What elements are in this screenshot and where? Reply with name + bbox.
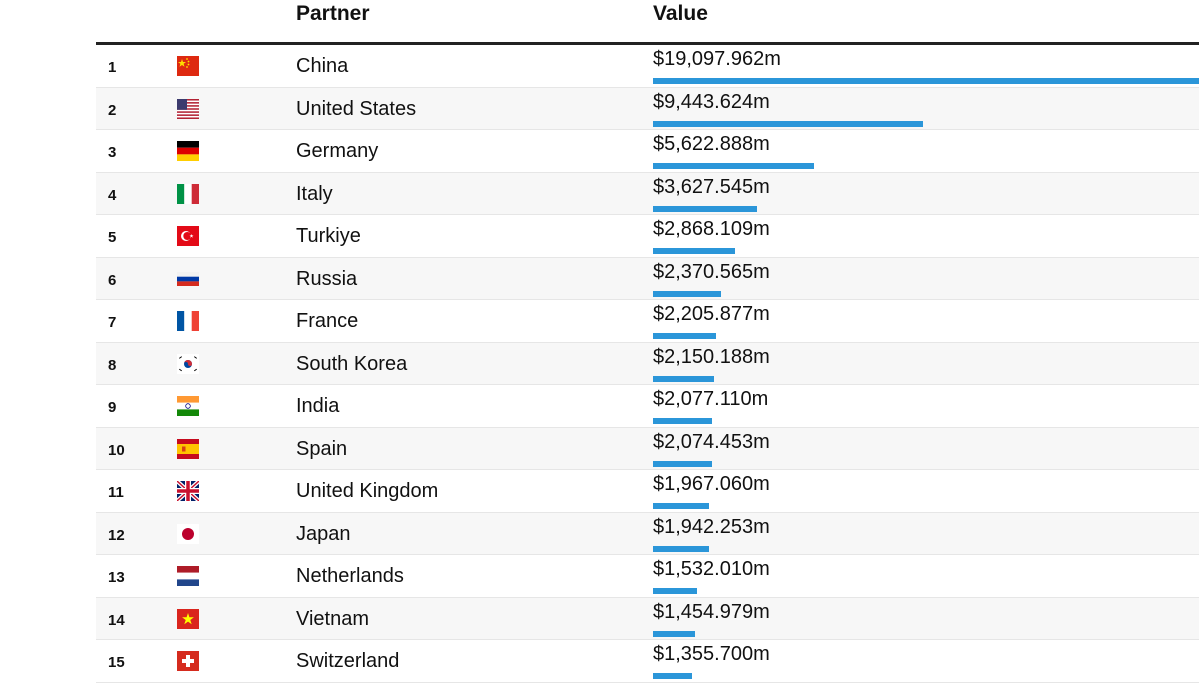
value-bar bbox=[653, 460, 712, 467]
table-row: 8 South Korea $2,150.188m bbox=[96, 342, 1199, 385]
value-label: $1,355.700m bbox=[653, 643, 770, 665]
partner-name: United Kingdom bbox=[296, 480, 439, 502]
netherlands-flag-icon bbox=[177, 566, 199, 586]
value-bar bbox=[653, 120, 923, 127]
table-row: 14 Vietnam $1,454.979m bbox=[96, 597, 1199, 640]
table-row: 15 Switzerland $1,355.700m bbox=[96, 640, 1199, 683]
table-row: 3 Germany $5,622.888m bbox=[96, 130, 1199, 173]
value-label: $2,077.110m bbox=[653, 388, 769, 410]
value-column-header: Value bbox=[653, 2, 708, 25]
table-header: Partner Value bbox=[96, 0, 1199, 45]
vietnam-flag-icon bbox=[177, 608, 199, 629]
rank-label: 11 bbox=[108, 484, 124, 501]
spain-flag-icon bbox=[177, 438, 199, 459]
switzerland-flag-icon bbox=[177, 651, 199, 671]
south-korea-flag-icon bbox=[177, 353, 199, 374]
table-row: 12 Japan $1,942.253m bbox=[96, 512, 1199, 555]
partner-name: India bbox=[296, 395, 340, 417]
japan-flag-icon bbox=[177, 523, 199, 544]
value-label: $2,205.877m bbox=[653, 303, 770, 325]
partner-name: Russia bbox=[296, 267, 358, 290]
value-bar bbox=[653, 333, 716, 339]
rank-label: 5 bbox=[108, 229, 117, 246]
value-label: $1,942.253m bbox=[653, 515, 770, 538]
value-label: $2,074.453m bbox=[653, 430, 770, 453]
value-bar bbox=[653, 375, 714, 382]
partner-name: Turkiye bbox=[296, 225, 361, 247]
turkiye-flag-icon bbox=[177, 226, 199, 246]
india-flag-icon bbox=[177, 396, 199, 416]
table-row: 9 India $2,077.110m bbox=[96, 385, 1199, 428]
united-states-flag-icon bbox=[177, 98, 199, 119]
table-row: 7 France $2,205.877m bbox=[96, 300, 1199, 343]
partner-name: Spain bbox=[296, 437, 348, 460]
russia-flag-icon bbox=[177, 269, 199, 289]
table-row: 6 Russia $2,370.565m bbox=[96, 257, 1199, 300]
value-label: $2,868.109m bbox=[653, 218, 770, 240]
rank-label: 15 bbox=[108, 654, 125, 671]
germany-flag-icon bbox=[177, 141, 199, 161]
trade-partners-table: Partner Value 1 China $19,097.962m 2 United … bbox=[96, 0, 1199, 683]
value-bar bbox=[653, 545, 709, 552]
table-row: 13 Netherlands $1,532.010m bbox=[96, 555, 1199, 598]
rank-label: 3 bbox=[108, 144, 117, 161]
table-body: 1 China $19,097.962m 2 United States $9,443.6… bbox=[96, 45, 1199, 683]
rank-label: 9 bbox=[108, 399, 117, 416]
partner-name: China bbox=[296, 55, 349, 77]
partner-name: France bbox=[296, 310, 359, 332]
table-row: 2 United States $9,443.624m bbox=[96, 87, 1199, 130]
partner-name: Netherlands bbox=[296, 565, 404, 587]
value-label: $2,150.188m bbox=[653, 345, 770, 368]
rank-label: 4 bbox=[108, 186, 117, 204]
table-row: 5 Turkiye $2,868.109m bbox=[96, 215, 1199, 258]
rank-label: 10 bbox=[108, 441, 125, 459]
value-label: $2,370.565m bbox=[653, 260, 770, 283]
italy-flag-icon bbox=[177, 183, 199, 204]
partner-name: Italy bbox=[296, 182, 333, 205]
value-label: $1,967.060m bbox=[653, 473, 770, 495]
rank-label: 7 bbox=[108, 314, 117, 331]
value-label: $1,454.979m bbox=[653, 600, 770, 623]
partner-name: Switzerland bbox=[296, 650, 400, 672]
table-row: 11 United Kingdom $1,967.060m bbox=[96, 470, 1199, 513]
rank-label: 1 bbox=[108, 59, 117, 76]
rank-label: 12 bbox=[108, 526, 125, 544]
partner-name: Japan bbox=[296, 522, 351, 545]
value-bar bbox=[653, 248, 735, 254]
value-label: $3,627.545m bbox=[653, 175, 770, 198]
value-bar bbox=[653, 630, 695, 637]
rank-label: 8 bbox=[108, 356, 117, 374]
partner-name: Vietnam bbox=[296, 607, 370, 630]
rank-label: 13 bbox=[108, 569, 125, 586]
partner-column-header: Partner bbox=[296, 2, 370, 25]
value-label: $5,622.888m bbox=[653, 133, 770, 155]
value-bar bbox=[653, 205, 757, 212]
china-flag-icon bbox=[177, 56, 199, 76]
rank-label: 2 bbox=[108, 101, 117, 119]
table-row: 10 Spain $2,074.453m bbox=[96, 427, 1199, 470]
value-bar bbox=[653, 163, 814, 169]
value-bar bbox=[653, 588, 697, 594]
united-kingdom-flag-icon bbox=[177, 481, 199, 501]
partner-name: Germany bbox=[296, 140, 379, 162]
partner-name: United States bbox=[296, 97, 417, 120]
value-bar bbox=[653, 418, 712, 424]
value-bar bbox=[653, 503, 709, 509]
table-row: 4 Italy $3,627.545m bbox=[96, 172, 1199, 215]
france-flag-icon bbox=[177, 311, 199, 331]
value-label: $1,532.010m bbox=[653, 558, 770, 580]
value-label: $9,443.624m bbox=[653, 90, 770, 113]
value-bar bbox=[653, 78, 1199, 84]
partner-name: South Korea bbox=[296, 352, 408, 375]
table-row: 1 China $19,097.962m bbox=[96, 45, 1199, 88]
rank-label: 14 bbox=[108, 611, 125, 629]
value-label: $19,097.962m bbox=[653, 48, 781, 70]
value-bar bbox=[653, 290, 721, 297]
value-bar bbox=[653, 673, 692, 679]
rank-label: 6 bbox=[108, 271, 117, 289]
